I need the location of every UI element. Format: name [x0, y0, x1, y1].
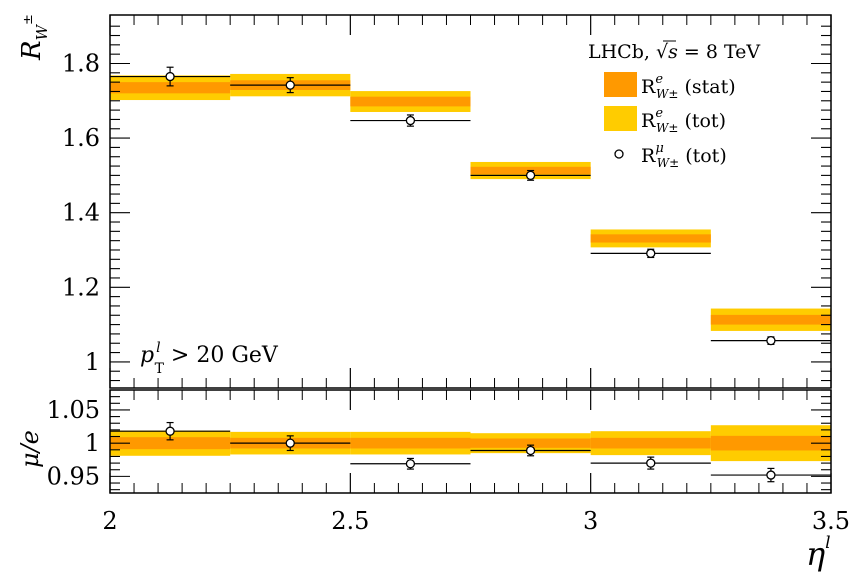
ratio-y-axis-label: μ/e: [16, 430, 44, 468]
top-point-2: [405, 115, 416, 126]
legend-swatch-0: [604, 72, 637, 97]
legend-title: LHCb, √s = 8 TeV: [588, 41, 760, 63]
top-y-tick-label-4: 1.8: [62, 49, 100, 77]
ratio-stat-band-0: [110, 437, 231, 450]
points-layer: [110, 66, 831, 483]
top-y-tick-label-1: 1.2: [62, 273, 100, 301]
top-point-1: [285, 80, 295, 90]
ratio-point-4: [646, 458, 656, 468]
ratio-y-tick-label-1: 1: [85, 429, 100, 457]
ratio-point-5: [766, 470, 776, 480]
top-y-tick-label-0: 1: [85, 348, 100, 376]
legend: LHCb, √s = 8 TeV Re W± (stat) Re W± (tot) Rμ W…: [588, 40, 760, 170]
top-point-5: [766, 335, 776, 346]
top-stat-band-2: [350, 96, 471, 107]
ratio-y-tick-label-2: 1.05: [47, 396, 100, 424]
x-tick-label-2: 3: [583, 507, 598, 535]
top-stat-band-0: [110, 82, 231, 94]
x-axis-label: ηl: [806, 533, 831, 573]
ticks-layer: [109, 15, 832, 493]
legend-swatch-1: [604, 106, 637, 131]
bands-layer: [110, 73, 831, 462]
ratio-point-1: [285, 438, 295, 448]
top-y-axis-label: RW±: [17, 14, 51, 61]
labels-layer: 2 2.5 3 3.5 1 1.2 1.4 1.6 1.8 0.95 1 1.05 RW± μ/e ηl p l…: [16, 14, 850, 573]
legend-marker-2: [614, 149, 624, 159]
ratio-point-2: [405, 459, 416, 469]
x-tick-label-0: 2: [102, 507, 117, 535]
top-point-0: [165, 71, 175, 82]
legend-label-0: Re W± (stat): [641, 72, 736, 101]
ratio-point-3: [525, 445, 536, 456]
x-tick-label-3: 3.5: [812, 507, 850, 535]
ratio-stat-band-2: [350, 437, 471, 449]
top-point-4: [646, 248, 656, 258]
legend-label-2: Rμ W± (tot): [641, 141, 727, 170]
top-y-tick-label-3: 1.6: [62, 124, 100, 152]
ratio-point-0: [165, 426, 175, 436]
x-tick-label-1: 2.5: [331, 507, 369, 535]
top-point-3: [525, 170, 536, 181]
ratio-stat-band-5: [710, 435, 831, 451]
top-stat-band-5: [710, 314, 831, 325]
top-stat-band-4: [590, 234, 711, 243]
ratio-stat-band-4: [590, 437, 711, 449]
legend-label-1: Re W± (tot): [641, 106, 726, 135]
ratio-stat-band-3: [470, 438, 591, 448]
ratio-y-tick-label-0: 0.95: [47, 462, 100, 490]
top-y-tick-label-2: 1.4: [62, 199, 100, 227]
